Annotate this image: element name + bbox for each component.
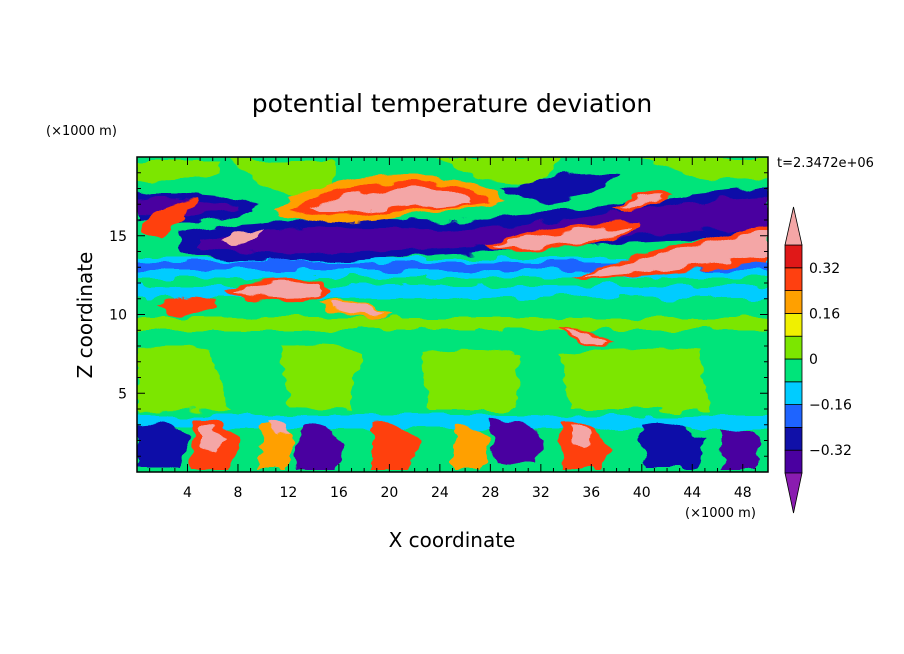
field-upper-green (640, 158, 768, 180)
field-lower-green (420, 348, 520, 410)
x-tick-label: 8 (233, 485, 242, 501)
colorbar-bin (784, 312, 803, 337)
field-warm-layer (495, 228, 630, 248)
x-tick-label: 28 (481, 485, 499, 501)
colorbar-bin (784, 449, 803, 474)
x-unit-label: (×1000 m) (685, 506, 756, 521)
colorbar-tick-label: 0.32 (809, 261, 840, 277)
field-lower-cold (295, 424, 345, 470)
colorbar-bin (784, 404, 803, 428)
x-axis-label: X coordinate (389, 528, 516, 552)
x-tick-label: 4 (183, 485, 192, 501)
field-lower-warm (572, 424, 592, 450)
field-lower-warm (270, 419, 288, 436)
y-tick-label: 15 (109, 229, 127, 245)
x-tick-label: 16 (330, 485, 348, 501)
x-tick-label: 40 (633, 485, 651, 501)
field-upper-green (230, 160, 336, 200)
field-warm-layer (310, 187, 472, 213)
field-lower-warm (372, 421, 420, 470)
contour-field (137, 157, 768, 472)
field-cyan-band (137, 415, 768, 429)
colorbar-bin (784, 267, 803, 291)
field-upper-green (137, 160, 220, 182)
colorbar-tick-label: 0.16 (809, 306, 840, 322)
colorbar-under-triangle (784, 472, 803, 514)
field-warm-blob (155, 296, 220, 316)
field-lower-warm (258, 421, 295, 470)
field-warm-blob (330, 301, 385, 316)
chart-title: potential temperature deviation (252, 89, 652, 118)
x-axis: 4 8 12 16 20 24 28 32 36 40 44 48 (149, 157, 756, 501)
x-tick-label: 24 (431, 485, 449, 501)
y-unit-label: (×1000 m) (46, 124, 117, 139)
y-tick-label: 5 (118, 386, 127, 402)
colorbar-bin (784, 290, 803, 314)
y-axis: 5 10 15 (109, 172, 768, 457)
field-warm-layer (222, 231, 262, 244)
field-warm-layer (622, 195, 665, 209)
y-tick-label: 10 (109, 308, 127, 324)
field-warm-blob (565, 327, 610, 346)
field-cold-layer (200, 196, 768, 254)
field-lower-cold (137, 423, 190, 468)
field-lower-warm (452, 424, 490, 470)
field-lower-cold (720, 428, 760, 468)
field-band-mid (137, 318, 768, 330)
field-lower-green (560, 349, 710, 410)
x-tick-label: 32 (532, 485, 550, 501)
x-tick-label: 36 (582, 485, 600, 501)
x-tick-label: 44 (683, 485, 701, 501)
colorbar-tick-label: 0 (809, 352, 818, 368)
field-warm-layer (580, 230, 768, 276)
colorbar-bin (784, 426, 803, 451)
colorbar-tick-label: −0.32 (809, 443, 852, 459)
colorbar-bin (784, 335, 803, 360)
field-warm-blob (235, 282, 322, 299)
field-cold-layer (500, 174, 620, 204)
field-upper-green (440, 158, 560, 185)
colorbar-bin (784, 244, 803, 269)
field-lower-cold (640, 424, 705, 468)
field-lower-warm (200, 427, 225, 452)
x-tick-label: 12 (280, 485, 298, 501)
colorbar: 0.32 0.16 0 −0.16 −0.32 (784, 206, 852, 514)
field-lower-green (280, 345, 360, 410)
colorbar-bin (784, 358, 803, 383)
colorbar-bin (784, 381, 803, 405)
colorbar-over-triangle (784, 206, 803, 246)
y-axis-label: Z coordinate (73, 252, 97, 379)
time-label: t=2.3472e+06 (777, 156, 874, 171)
field-warm-layer (140, 198, 200, 240)
field-blue-band (137, 262, 768, 270)
field-lower-green (137, 346, 230, 412)
x-tick-label: 48 (734, 485, 752, 501)
x-tick-label: 20 (380, 485, 398, 501)
field-lower-cold (490, 419, 545, 465)
colorbar-tick-label: −0.16 (809, 398, 852, 414)
